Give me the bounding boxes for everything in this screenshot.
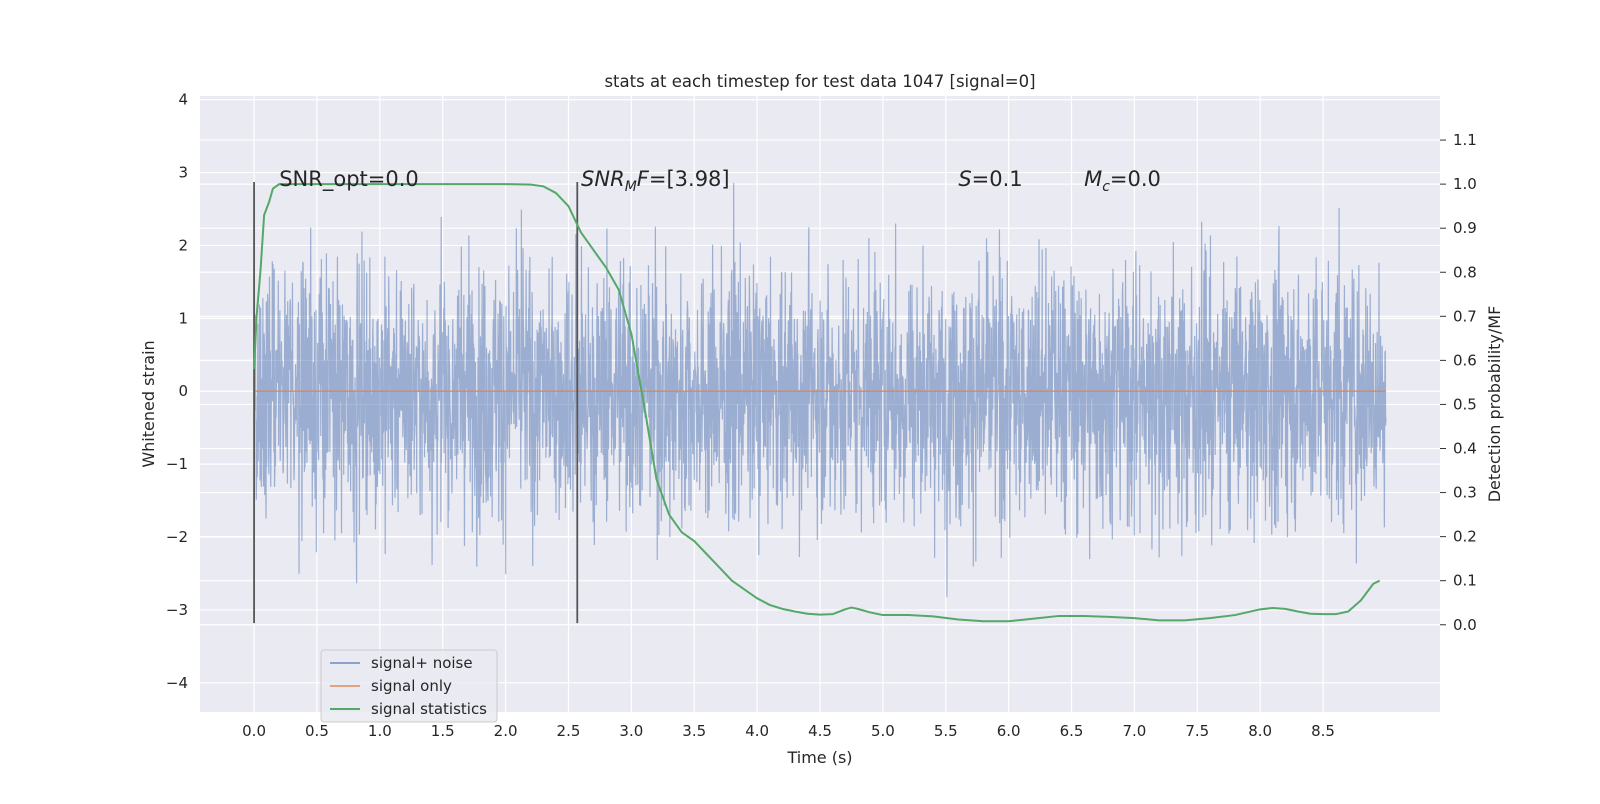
x-tick-label: 5.5	[934, 722, 958, 740]
y-left-tick-label: 4	[178, 91, 188, 109]
x-tick-label: 0.5	[305, 722, 329, 740]
x-tick-label: 3.5	[682, 722, 706, 740]
x-tick-label: 7.0	[1122, 722, 1146, 740]
legend-label-stat: signal statistics	[371, 700, 487, 718]
y-right-tick-label: 0.9	[1453, 219, 1477, 237]
x-tick-label: 6.0	[997, 722, 1021, 740]
y-left-tick-label: −1	[166, 455, 188, 473]
y-left-tick-label: −4	[166, 674, 188, 692]
x-tick-label: 5.0	[871, 722, 895, 740]
y-left-tick-label: 0	[178, 382, 188, 400]
series-layer	[253, 182, 1386, 624]
x-tick-label: 8.5	[1311, 722, 1335, 740]
y-right-tick-label: 0.3	[1453, 484, 1477, 502]
legend: signal+ noise signal only signal statist…	[320, 649, 498, 723]
y-right-tick-label: 1.1	[1453, 131, 1477, 149]
y-axis-right-title: Detection probability/MF	[1485, 306, 1504, 503]
annotation-layer: SNR_opt=0.0 SNRMF=[3.98] S=0.1 Mc=0.0	[279, 167, 1161, 195]
series-line-signal-noise	[253, 182, 1387, 598]
x-tick-label: 2.5	[557, 722, 581, 740]
series-line-signal-statistics	[253, 183, 1381, 623]
noise-layer	[253, 182, 1387, 598]
x-tick-label: 6.5	[1060, 722, 1084, 740]
y-right-tick-label: 0.1	[1453, 572, 1477, 590]
x-axis-title: Time (s)	[786, 748, 852, 767]
annotation-mc-value: Mc=0.0	[1084, 167, 1161, 195]
x-tick-label: 1.0	[368, 722, 392, 740]
y-right-tick-label: 0.4	[1453, 440, 1477, 458]
chart-title: stats at each timestep for test data 104…	[604, 72, 1035, 91]
annotation-snr-opt: SNR_opt=0.0	[279, 167, 419, 192]
x-tick-label: 1.5	[431, 722, 455, 740]
legend-label-noise: signal+ noise	[371, 654, 473, 672]
y-left-tick-label: 3	[178, 164, 188, 182]
y-right-tick-label: 0.8	[1453, 263, 1477, 281]
x-tick-label: 7.5	[1185, 722, 1209, 740]
x-tick-label: 2.0	[494, 722, 518, 740]
legend-label-signal: signal only	[371, 677, 452, 695]
y-right-tick-label: 1.0	[1453, 175, 1477, 193]
x-tick-label: 8.0	[1248, 722, 1272, 740]
y-left-tick-label: 2	[178, 236, 188, 254]
y-axis-left-title: Whitened strain	[139, 340, 158, 467]
y-right-tick-label: 0.7	[1453, 307, 1477, 325]
annotation-s-value: S=0.1	[958, 167, 1022, 191]
ticks-layer: 0.0 0.5 1.0 1.5 2.0 2.5 3.0 3.5 4.0 4.5 5.0 5.5 6.0 6…	[166, 91, 1477, 740]
y-left-tick-label: 1	[178, 309, 188, 327]
legend-box	[320, 649, 498, 723]
annotation-snr-mf: SNRMF=[3.98]	[581, 167, 730, 195]
x-tick-label: 4.0	[745, 722, 769, 740]
x-tick-label: 0.0	[242, 722, 266, 740]
y-right-tick-label: 0.5	[1453, 395, 1477, 413]
y-right-tick-label: 0.0	[1453, 616, 1477, 634]
x-tick-label: 3.0	[619, 722, 643, 740]
y-left-tick-label: −3	[166, 601, 188, 619]
y-right-tick-label: 0.6	[1453, 351, 1477, 369]
y-right-tick-label: 0.2	[1453, 528, 1477, 546]
x-tick-label: 4.5	[808, 722, 832, 740]
y-left-tick-label: −2	[166, 528, 188, 546]
